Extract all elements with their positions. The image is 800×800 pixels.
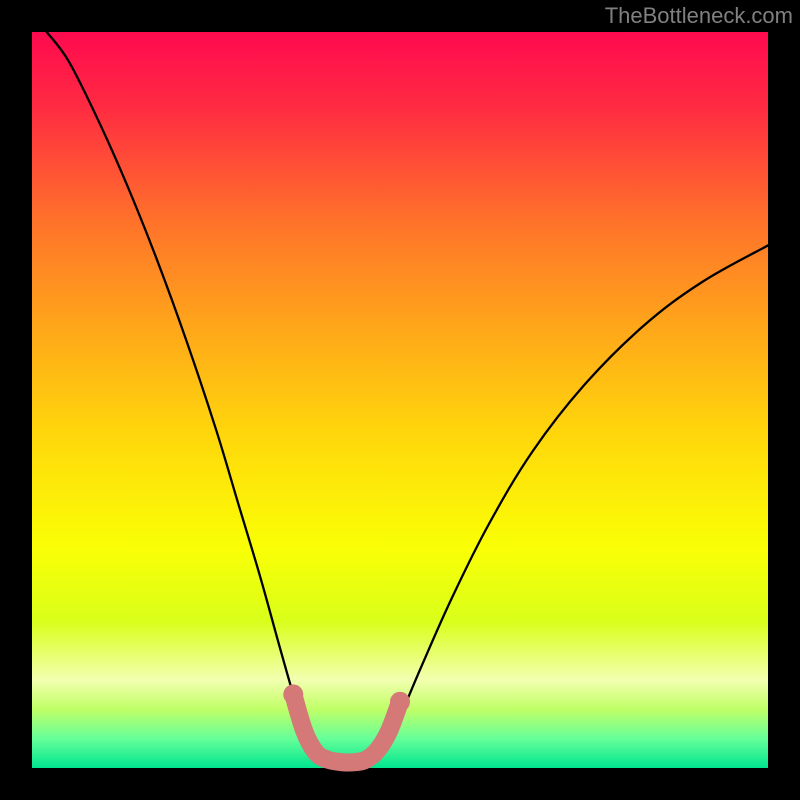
valley-dot xyxy=(390,692,410,712)
valley-dot xyxy=(283,684,303,704)
watermark-text: TheBottleneck.com xyxy=(605,3,793,29)
plot-area xyxy=(32,32,768,768)
plot-svg xyxy=(32,32,768,768)
gradient-background xyxy=(32,32,768,768)
